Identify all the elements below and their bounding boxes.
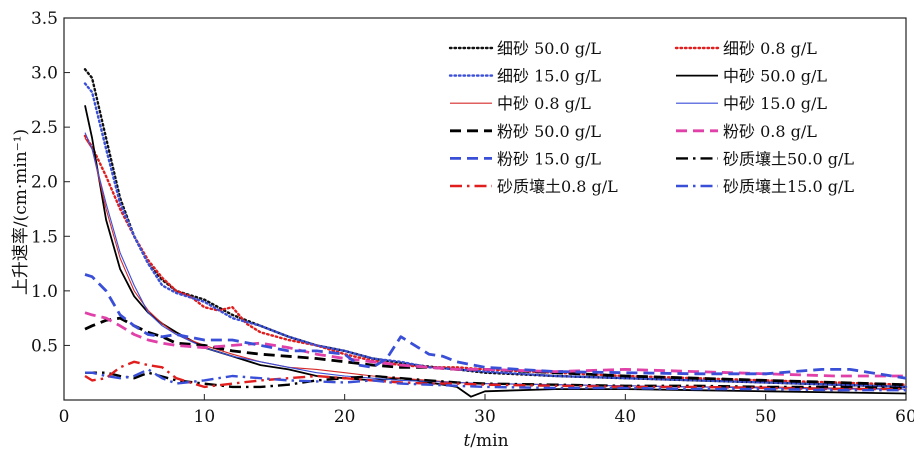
series-line-11 — [84, 360, 906, 391]
legend-label-10: 砂质壤土50.0 g/L — [723, 149, 854, 168]
series-line-6 — [84, 132, 906, 390]
series-line-5 — [84, 137, 907, 390]
series-line-8 — [84, 311, 906, 378]
series-line-1 — [83, 68, 908, 389]
y-tick-label: 1.5 — [31, 227, 58, 247]
series-line-3 — [83, 82, 908, 389]
y-tick-label: 0.5 — [31, 336, 58, 356]
x-axis-label: t/min — [463, 431, 508, 451]
series-line-9 — [84, 273, 907, 380]
series-line-12 — [85, 368, 906, 392]
x-tick-label: 0 — [59, 407, 70, 427]
legend-label-8: 粉砂 0.8 g/L — [723, 122, 817, 141]
y-tick-label: 2.0 — [31, 173, 58, 193]
y-tick-label: 1.0 — [31, 282, 58, 302]
x-tick-label: 50 — [755, 407, 777, 427]
x-tick-label: 10 — [194, 407, 216, 427]
x-tick-label: 60 — [895, 407, 914, 427]
x-tick-label: 30 — [474, 407, 496, 427]
legend-label-1: 细砂 50.0 g/L — [497, 39, 601, 58]
y-tick-label: 3.5 — [31, 9, 58, 29]
y-tick-label: 2.5 — [31, 118, 58, 138]
series-line-4 — [84, 105, 907, 398]
x-tick-label: 20 — [334, 407, 356, 427]
axes: 0 10 20 30 40 50 60 0.5 1.0 1.5 2.0 2.5 3.0 3.5 — [31, 9, 914, 427]
x-axis-variable: t — [463, 431, 470, 451]
legend-label-11: 砂质壤土0.8 g/L — [497, 177, 618, 196]
legend-label-4: 中砂 50.0 g/L — [723, 67, 827, 86]
legend: 细砂 50.0 g/L 细砂 0.8 g/L 细砂 15.0 g/L 中砂 50.0 … — [448, 39, 854, 196]
y-axis-label: 上升速率/(cm·min⁻¹) — [11, 129, 31, 295]
legend-label-3: 细砂 15.0 g/L — [497, 67, 601, 86]
legend-label-5: 中砂 0.8 g/L — [497, 94, 591, 113]
x-tick-label: 40 — [615, 407, 637, 427]
legend-label-7: 粉砂 50.0 g/L — [497, 122, 601, 141]
legend-label-9: 粉砂 15.0 g/L — [497, 149, 601, 168]
legend-label-12: 砂质壤土15.0 g/L — [723, 177, 854, 196]
series-layer — [83, 68, 908, 398]
y-tick-label: 3.0 — [31, 64, 58, 84]
legend-label-2: 细砂 0.8 g/L — [723, 39, 817, 58]
x-axis-unit: /min — [470, 431, 508, 451]
series-line-10 — [85, 371, 907, 390]
legend-label-6: 中砂 15.0 g/L — [723, 94, 827, 113]
